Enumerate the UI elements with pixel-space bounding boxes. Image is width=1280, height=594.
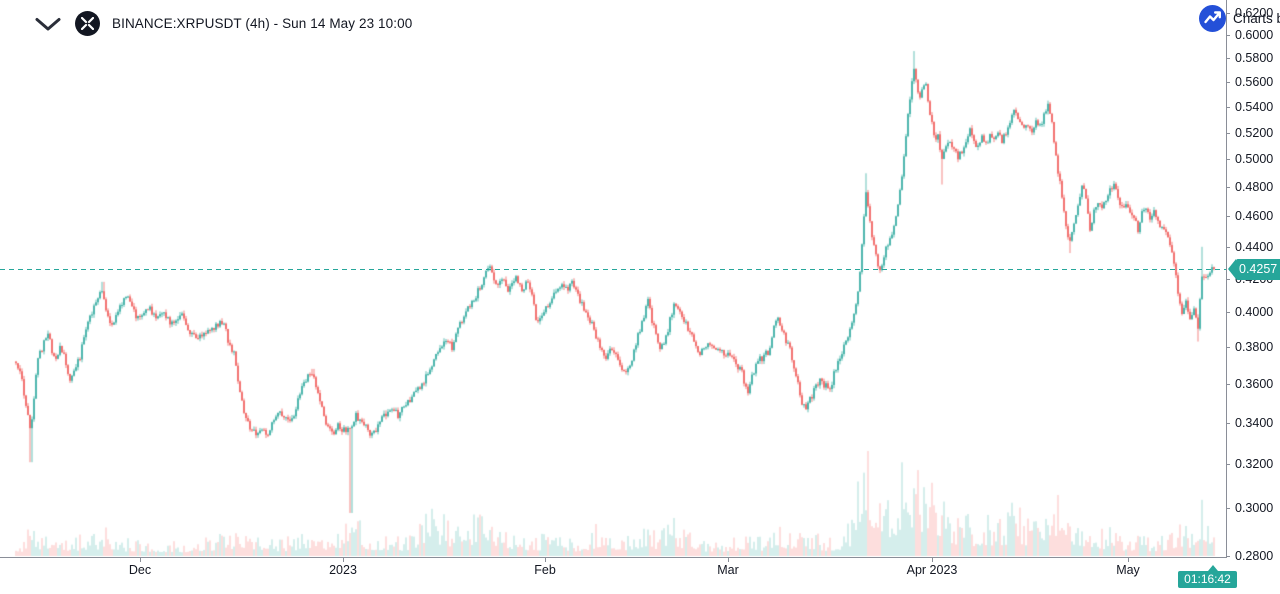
price-tick-mark [1226, 82, 1230, 83]
time-tick-label: May [1116, 563, 1140, 577]
time-axis[interactable]: Dec 2023 Feb Mar Apr 2023 May [0, 557, 1226, 594]
price-tick-label: 0.3200 [1235, 457, 1274, 471]
time-tick-mark [343, 558, 344, 562]
price-tick-label: 0.5800 [1235, 51, 1274, 65]
time-tick-label: Apr 2023 [906, 563, 958, 577]
price-tick-mark [1226, 384, 1230, 385]
price-tick-label: 0.6000 [1235, 28, 1274, 42]
price-tick-label: 0.4400 [1235, 240, 1274, 254]
price-tick-label: 0.5200 [1235, 126, 1274, 140]
charts-attribution-label: Charts b [1233, 11, 1280, 26]
time-axis-line [0, 557, 1227, 558]
price-tick-mark [1226, 247, 1230, 248]
price-tick-label: 0.6200 [1235, 6, 1274, 20]
time-tick-label: Mar [717, 563, 739, 577]
price-axis[interactable]: 0.6200 0.6000 0.5800 0.5600 0.5400 0.5200 0.50… [1226, 0, 1280, 594]
price-tick-mark [1226, 279, 1230, 280]
price-tick-mark [1226, 423, 1230, 424]
bar-countdown-value: 01:16:42 [1184, 572, 1231, 586]
price-tick-mark [1226, 107, 1230, 108]
last-price-value: 0.4257 [1239, 262, 1278, 276]
time-tick-label: Dec [128, 563, 152, 577]
price-tick-label: 0.5600 [1235, 75, 1274, 89]
time-tick-mark [140, 558, 141, 562]
price-tick-label: 0.5400 [1235, 100, 1274, 114]
price-tick-label: 0.3600 [1235, 377, 1274, 391]
time-tick-mark [728, 558, 729, 562]
price-tick-mark [1226, 159, 1230, 160]
last-price-tag-arrow [1228, 259, 1236, 279]
time-tick-mark [1128, 558, 1129, 562]
price-tick-label: 0.3000 [1235, 501, 1274, 515]
price-tick-label: 0.5000 [1235, 152, 1274, 166]
price-tick-label: 0.3400 [1235, 416, 1274, 430]
price-axis-line [1226, 0, 1227, 557]
price-tick-mark [1226, 13, 1230, 14]
price-tick-mark [1226, 464, 1230, 465]
price-tick-mark [1226, 35, 1230, 36]
trending-up-icon[interactable] [1198, 4, 1227, 33]
time-tick-mark [545, 558, 546, 562]
chevron-down-icon[interactable] [34, 17, 62, 32]
chart-title: BINANCE:XRPUSDT (4h) - Sun 14 May 23 10:… [112, 15, 413, 31]
price-tick-mark [1226, 58, 1230, 59]
price-tick-label: 0.3800 [1235, 340, 1274, 354]
time-tick-label: 2023 [329, 563, 357, 577]
price-tick-mark [1226, 508, 1230, 509]
price-tick-mark [1226, 556, 1230, 557]
time-tick-label: Feb [534, 563, 556, 577]
price-tick-label: 0.4000 [1235, 305, 1274, 319]
price-tick-label: 0.4600 [1235, 209, 1274, 223]
price-tick-mark [1226, 312, 1230, 313]
bar-countdown-tag: 01:16:42 [1178, 565, 1237, 588]
xrp-logo-icon [75, 10, 100, 36]
price-tick-mark [1226, 347, 1230, 348]
chart-header: BINANCE:XRPUSDT (4h) - Sun 14 May 23 10:… [34, 9, 412, 37]
price-tick-label: 0.4800 [1235, 180, 1274, 194]
last-price-tag: 0.4257 [1228, 259, 1280, 280]
last-price-line [0, 269, 1226, 270]
price-tick-mark [1226, 133, 1230, 134]
price-tick-mark [1226, 216, 1230, 217]
time-tick-mark [932, 558, 933, 562]
price-tick-label: 0.2800 [1235, 549, 1274, 563]
bar-countdown-arrow [1208, 565, 1218, 571]
price-tick-mark [1226, 187, 1230, 188]
tradingview-attribution-link[interactable]: Charts b [1198, 4, 1280, 33]
